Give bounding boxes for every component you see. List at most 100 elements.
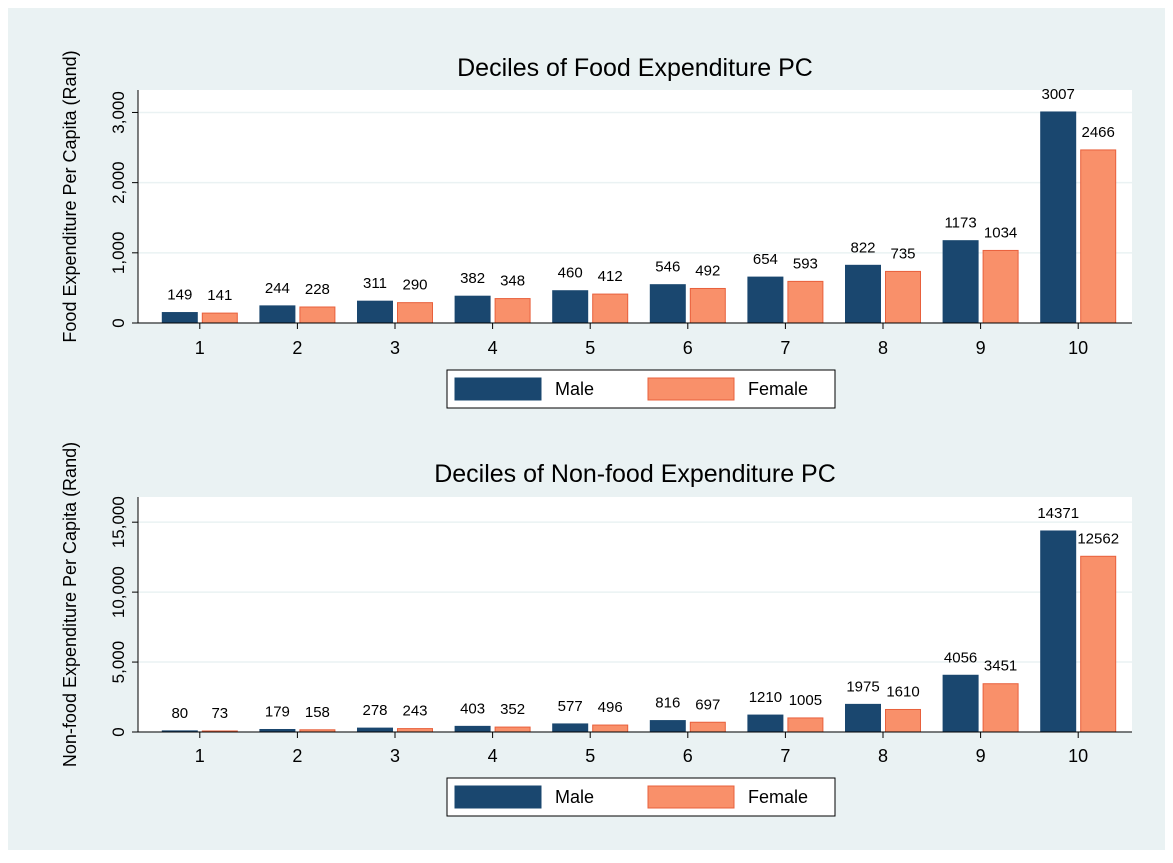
y-tick-label: 3,000 [109,91,128,134]
x-tick-label: 6 [683,746,693,766]
x-tick-label: 1 [195,746,205,766]
y-tick-label: 2,000 [109,161,128,204]
y-tick-label: 15,000 [109,496,128,548]
bar [397,728,433,733]
bar [845,703,881,733]
value-label: 348 [500,273,525,290]
x-tick-label: 9 [976,338,986,358]
legend-swatch [647,377,735,401]
bar [787,717,824,733]
value-label: 2466 [1082,124,1115,141]
bar [161,312,198,324]
x-tick-label: 2 [292,746,302,766]
bar [592,724,629,733]
bar [494,298,531,324]
value-label: 243 [402,703,427,720]
bar [357,300,393,324]
bar [747,276,784,324]
value-label: 244 [265,280,290,297]
x-tick-label: 5 [585,338,595,358]
bar [1040,111,1077,324]
value-label: 141 [207,287,232,304]
y-tick-label: 10,000 [109,566,128,618]
bar [1080,149,1117,324]
legend-label: Male [555,379,594,399]
value-label: 735 [890,245,915,262]
y-tick-label: 0 [109,318,128,327]
bar [552,290,589,324]
x-tick-label: 1 [195,338,205,358]
x-tick-label: 7 [780,338,790,358]
bar [649,720,686,733]
bar [1080,555,1117,733]
bar [397,302,433,324]
x-tick-label: 3 [390,746,400,766]
x-tick-label: 8 [878,338,888,358]
bar [885,270,921,324]
value-label: 179 [265,703,290,720]
bar [845,264,881,324]
value-label: 697 [695,696,720,713]
value-label: 1034 [984,224,1017,241]
value-label: 73 [211,705,228,722]
bar [299,306,336,324]
x-tick-label: 7 [780,746,790,766]
bar [787,280,824,324]
value-label: 352 [500,701,525,718]
value-label: 460 [558,265,583,282]
x-tick-label: 6 [683,338,693,358]
x-tick-label: 3 [390,338,400,358]
chart-title: Deciles of Non-food Expenditure PC [434,460,836,488]
x-tick-label: 4 [488,746,498,766]
value-label: 3007 [1042,86,1075,103]
bar [201,312,238,324]
value-label: 822 [850,239,875,256]
value-label: 1210 [749,689,782,706]
bar [454,725,491,733]
value-label: 382 [460,270,485,287]
value-label: 80 [171,705,188,722]
bar [885,708,921,733]
value-label: 492 [695,262,720,279]
bar [259,305,296,324]
bar [982,249,1019,324]
value-label: 496 [598,699,623,716]
value-label: 278 [362,702,387,719]
value-label: 1005 [789,692,822,709]
bar [494,726,531,733]
bar [592,293,629,324]
y-axis-title: Food Expenditure Per Capita (Rand) [60,50,80,342]
chart-title: Deciles of Food Expenditure PC [457,54,813,82]
value-label: 228 [305,281,330,298]
y-tick-label: 0 [109,727,128,736]
value-label: 412 [598,268,623,285]
value-label: 1610 [886,683,919,700]
x-tick-label: 10 [1068,746,1088,766]
y-axis-title: Non-food Expenditure Per Capita (Rand) [60,442,80,767]
value-label: 3451 [984,658,1017,675]
legend-label: Female [748,787,808,807]
bar [942,674,979,733]
bar [747,714,784,733]
legend-label: Male [555,787,594,807]
bar [649,284,686,324]
x-tick-label: 8 [878,746,888,766]
bar [689,721,726,733]
bar [454,295,491,324]
value-label: 1173 [944,215,976,232]
bar [942,240,979,324]
value-label: 4056 [944,649,977,666]
legend-swatch [647,785,735,809]
value-label: 12562 [1077,530,1119,547]
legend-label: Female [748,379,808,399]
bar [689,287,726,324]
bar [552,723,589,733]
x-tick-label: 9 [976,746,986,766]
value-label: 149 [167,287,192,304]
y-tick-label: 5,000 [109,641,128,684]
value-label: 593 [793,255,818,272]
x-tick-label: 4 [488,338,498,358]
value-label: 311 [363,275,387,292]
bar [1040,530,1077,733]
y-tick-label: 1,000 [109,232,128,275]
